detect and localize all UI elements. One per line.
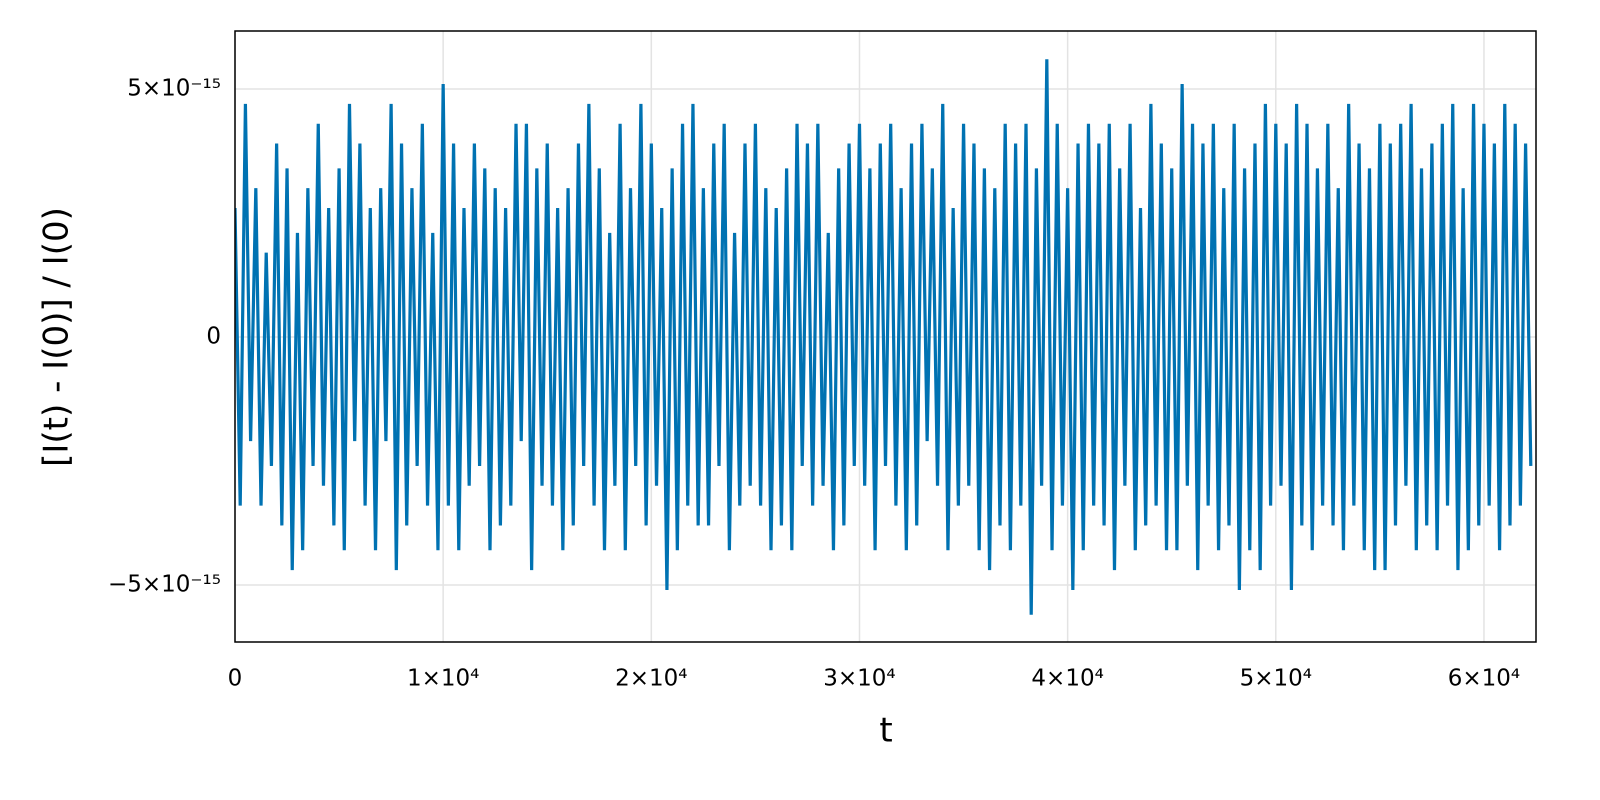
- x-tick-label: 0: [228, 666, 243, 692]
- x-tick-label: 5×10⁴: [1240, 666, 1312, 692]
- x-tick-label: 2×10⁴: [615, 666, 687, 692]
- x-tick-label: 6×10⁴: [1448, 666, 1520, 692]
- data-line: [235, 59, 1533, 615]
- x-tick-label: 1×10⁴: [407, 666, 479, 692]
- y-tick-label: −5×10⁻¹⁵: [108, 571, 221, 597]
- x-tick-label: 4×10⁴: [1031, 666, 1103, 692]
- y-tick-label: 5×10⁻¹⁵: [127, 76, 221, 102]
- plot-frame: [234, 30, 1537, 643]
- y-tick-label: 0: [206, 323, 221, 349]
- y-axis-title: [I(t) - I(0)] / I(0): [37, 207, 77, 467]
- x-tick-label: 3×10⁴: [823, 666, 895, 692]
- x-axis-title: t: [879, 711, 892, 751]
